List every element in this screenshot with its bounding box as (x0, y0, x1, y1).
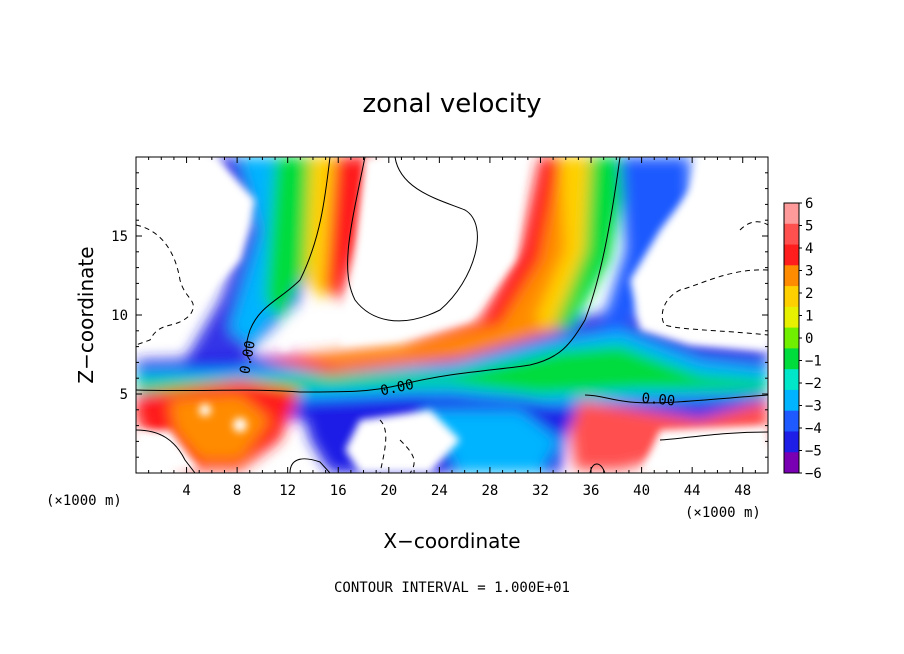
x-unit-left: (×1000 m) (46, 493, 122, 509)
x-axis-ticks: 4 8 12 16 20 24 28 32 36 40 44 48 (148, 157, 756, 499)
colorbar-swatch (784, 286, 799, 308)
y-tick-label: 10 (111, 308, 128, 324)
colorbar-swatch (784, 452, 799, 474)
colorbar-swatch (784, 410, 799, 432)
y-tick-label: 15 (111, 229, 128, 245)
colorbar-label: 3 (805, 264, 813, 280)
colorbar-swatch (784, 265, 799, 287)
contour-lines (136, 157, 768, 473)
colorbar-swatch (784, 348, 799, 370)
colorbar-swatch (784, 431, 799, 453)
contour-label-center: 0.00 (379, 377, 415, 400)
colorbar-label: −4 (805, 421, 822, 437)
colorbar-label: 6 (805, 196, 813, 212)
x-tick-label: 12 (279, 483, 296, 499)
colorbar-label: 2 (805, 286, 813, 302)
negative-contour-lines (136, 221, 768, 473)
y-axis-ticks: 5 10 15 (111, 172, 768, 458)
colorbar: 6 5 4 3 2 1 0 −1 −2 −3 −4 −5 −6 (783, 196, 822, 482)
velocity-field: 0.00 0.00 0.00 (136, 157, 768, 473)
colorbar-label: 5 (805, 219, 813, 235)
x-tick-label: 40 (633, 483, 650, 499)
contour-label-right: 0.00 (641, 391, 676, 410)
x-tick-label: 16 (330, 483, 347, 499)
y-tick-label: 5 (120, 387, 128, 403)
x-tick-label: 48 (734, 483, 751, 499)
x-tick-label: 36 (583, 483, 600, 499)
colorbar-swatch (784, 389, 799, 412)
colorbar-swatch (784, 369, 799, 391)
x-tick-label: 24 (431, 483, 448, 499)
colorbar-label: 4 (805, 241, 813, 257)
colorbar-label: −6 (805, 466, 822, 482)
colorbar-label: 0 (805, 331, 813, 347)
x-unit-right: (×1000 m) (685, 505, 761, 521)
x-tick-label: 8 (233, 483, 241, 499)
contour-interval-note: CONTOUR INTERVAL = 1.000E+01 (334, 580, 570, 596)
x-tick-label: 28 (481, 483, 498, 499)
colorbar-swatch (784, 306, 799, 329)
colorbar-swatch (784, 327, 799, 349)
x-axis-label: X−coordinate (383, 529, 520, 553)
contour-label-left: 0.00 (237, 339, 259, 375)
colorbar-swatch (784, 223, 799, 246)
colorbar-label: −5 (805, 444, 822, 460)
colorbar-swatch (784, 244, 799, 266)
colorbar-label: 1 (805, 309, 813, 325)
colorbar-label: −3 (805, 399, 822, 415)
chart-title: zonal velocity (362, 89, 541, 119)
colorbar-swatch (784, 203, 799, 225)
colorbar-label: −2 (805, 376, 822, 392)
x-tick-label: 4 (182, 483, 190, 499)
x-tick-label: 32 (532, 483, 549, 499)
x-tick-label: 44 (684, 483, 701, 499)
x-tick-label: 20 (380, 483, 397, 499)
colorbar-label: −1 (805, 354, 822, 370)
y-axis-label: Z−coordinate (74, 246, 98, 383)
